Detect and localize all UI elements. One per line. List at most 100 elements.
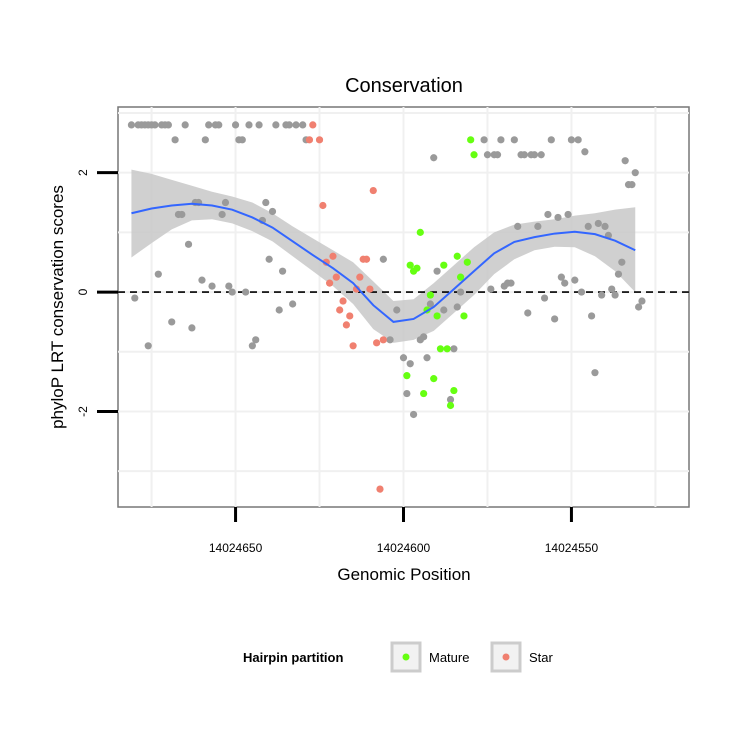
other-point [403, 389, 411, 398]
other-point [262, 198, 270, 207]
other-point [577, 288, 586, 296]
other-point [275, 306, 283, 314]
legend-label-star: Star [529, 650, 554, 665]
other-point [587, 312, 596, 320]
star-point [309, 121, 317, 129]
other-point [218, 210, 226, 219]
star-point [339, 297, 347, 305]
other-point [446, 395, 455, 404]
legend: Hairpin partition Mature Star [243, 641, 554, 673]
other-point [584, 222, 592, 231]
other-point [268, 207, 277, 216]
star-point [315, 136, 324, 144]
other-point [242, 288, 250, 296]
y-tick-label: -2 [76, 406, 90, 417]
plot-panel [117, 106, 690, 508]
other-point [493, 151, 502, 159]
other-point [551, 315, 559, 323]
legend-label-mature: Mature [429, 650, 469, 665]
star-point [349, 342, 357, 350]
other-point [278, 267, 287, 275]
other-point [406, 360, 414, 368]
other-point [131, 294, 139, 302]
legend-item-mature: Mature [390, 641, 469, 673]
other-point [440, 306, 448, 314]
other-point [393, 306, 401, 314]
mature-point [453, 252, 461, 260]
legend-item-star: Star [490, 641, 554, 673]
mature-point [416, 228, 424, 236]
star-point [362, 255, 371, 263]
other-point [453, 303, 461, 311]
y-axis: -2 0 2 [76, 169, 118, 417]
other-point [507, 279, 515, 287]
other-point [198, 276, 206, 284]
mature-point [420, 389, 428, 398]
other-point [591, 369, 599, 377]
other-point [164, 121, 172, 129]
star-point [336, 306, 344, 314]
other-point [450, 345, 458, 353]
mature-point [446, 401, 455, 410]
mature-point [463, 258, 471, 266]
other-point [426, 300, 434, 308]
star-point [319, 201, 327, 210]
other-point [557, 273, 565, 281]
star-point [366, 285, 374, 293]
other-point [225, 282, 233, 290]
other-point [520, 151, 529, 159]
other-point [127, 121, 136, 129]
mature-point [430, 375, 438, 383]
other-point [530, 151, 539, 159]
mature-point [413, 264, 421, 272]
legend-dot-star [502, 653, 510, 661]
other-point [611, 291, 619, 299]
x-axis: 14024650 14024600 14024550 [209, 507, 599, 555]
star-point [332, 273, 340, 281]
x-tick-label: 14024550 [545, 541, 599, 555]
mature-point [426, 291, 434, 299]
star-point [326, 279, 334, 287]
other-point [201, 136, 209, 144]
other-point [621, 157, 629, 165]
y-tick-label: 2 [76, 169, 90, 176]
other-point [252, 336, 260, 344]
other-point [564, 210, 572, 219]
other-point [379, 255, 387, 263]
mature-point [450, 386, 458, 395]
star-point [329, 252, 337, 260]
other-point [178, 210, 186, 219]
other-point [423, 354, 431, 362]
other-point [299, 121, 307, 129]
other-point [631, 169, 639, 177]
other-point [184, 240, 193, 248]
other-point [272, 121, 280, 129]
other-point [228, 288, 236, 296]
confidence-ribbon [131, 169, 636, 343]
other-point [285, 121, 293, 129]
other-point [245, 121, 253, 129]
other-point [386, 336, 394, 344]
other-point [497, 136, 505, 144]
other-point [289, 300, 297, 308]
other-point [483, 151, 492, 159]
other-point [420, 333, 428, 341]
other-point [188, 324, 196, 332]
star-point [369, 186, 377, 195]
mature-point [443, 345, 451, 353]
other-point [409, 410, 418, 419]
chart-title: Conservation [345, 75, 463, 97]
other-point [399, 354, 408, 362]
smooth-trend-line [131, 202, 636, 323]
star-point [373, 339, 381, 347]
data-points [127, 121, 646, 493]
other-point [608, 285, 616, 293]
other-point [292, 121, 300, 129]
mature-point [403, 372, 411, 380]
other-point [534, 222, 542, 231]
other-point [208, 282, 216, 290]
other-point [567, 136, 576, 144]
other-point [561, 279, 569, 287]
other-point [144, 342, 152, 350]
